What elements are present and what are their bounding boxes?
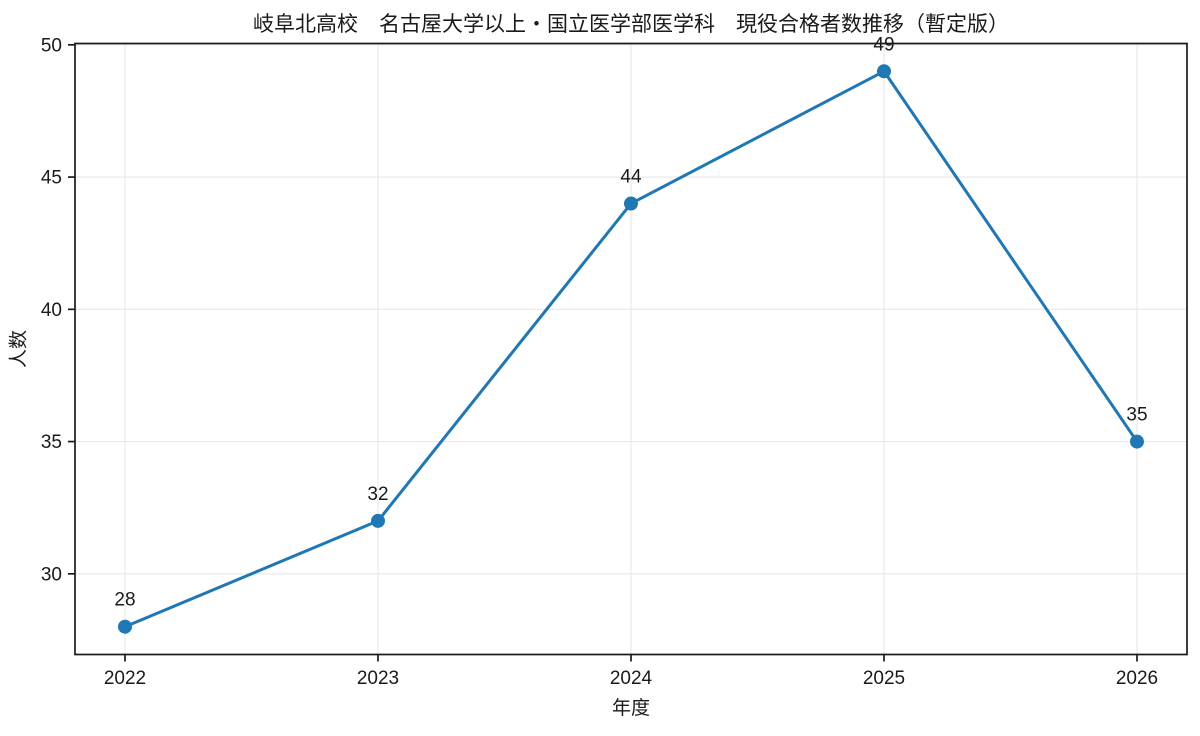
grid-layer bbox=[75, 43, 1187, 655]
data-point-marker bbox=[371, 513, 385, 528]
plot-border bbox=[74, 42, 1188, 656]
x-tick-label: 2023 bbox=[357, 668, 399, 689]
y-tick-label: 50 bbox=[41, 35, 62, 56]
data-label-layer: 28 32 44 49 35 bbox=[114, 34, 1147, 610]
series-layer bbox=[118, 64, 1144, 634]
x-tick-label: 2026 bbox=[1116, 668, 1158, 689]
x-tick-label: 2024 bbox=[610, 668, 653, 689]
x-axis-label: 年度 bbox=[612, 697, 650, 719]
x-tick-label: 2025 bbox=[863, 668, 905, 689]
chart-title: 岐阜北高校 名古屋大学以上・国立医学部医学科 現役合格者数推移（暫定版） bbox=[253, 13, 1009, 36]
data-point-marker bbox=[877, 64, 891, 79]
y-tick-label: 30 bbox=[41, 564, 62, 585]
data-point-label: 49 bbox=[873, 34, 894, 55]
data-point-label: 35 bbox=[1126, 405, 1147, 426]
data-point-label: 28 bbox=[114, 590, 135, 611]
data-point-label: 44 bbox=[620, 167, 642, 188]
y-tick-label: 35 bbox=[41, 432, 62, 453]
data-point-label: 32 bbox=[367, 484, 388, 505]
data-point-marker bbox=[624, 196, 638, 211]
y-tick-label: 45 bbox=[41, 168, 62, 189]
x-tick-label: 2022 bbox=[104, 668, 146, 689]
data-point-marker bbox=[118, 619, 132, 634]
data-point-marker bbox=[1130, 434, 1144, 449]
tick-layer: 30 35 40 45 50 2022 2023 2024 2025 2026 bbox=[41, 35, 1158, 689]
y-axis-label: 人数 bbox=[8, 330, 30, 368]
y-tick-label: 40 bbox=[41, 300, 62, 321]
